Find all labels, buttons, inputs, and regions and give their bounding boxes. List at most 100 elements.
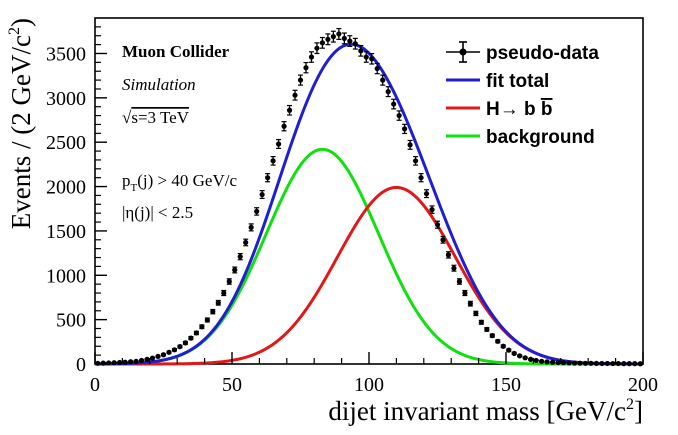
- data-marker: [166, 349, 172, 355]
- data-point: [385, 86, 391, 98]
- data-marker: [380, 77, 386, 83]
- data-point: [539, 358, 545, 364]
- data-marker: [577, 360, 583, 366]
- data-points: [95, 27, 643, 367]
- data-point: [297, 74, 304, 86]
- data-marker: [495, 338, 501, 344]
- data-point: [582, 360, 589, 366]
- legend-entry-fit-total: fit total: [446, 71, 549, 92]
- data-marker: [286, 107, 293, 113]
- data-point: [286, 104, 293, 116]
- data-point: [111, 360, 117, 366]
- data-marker: [297, 77, 304, 83]
- data-marker: [237, 254, 243, 260]
- data-point: [407, 139, 413, 150]
- data-marker: [610, 360, 616, 367]
- data-marker: [445, 252, 452, 258]
- data-marker: [204, 317, 210, 323]
- data-marker: [325, 36, 331, 42]
- data-point: [199, 324, 205, 330]
- legend-label-pseudo-data: pseudo-data: [486, 43, 599, 64]
- x-axis-title: dijet invariant mass [GeV/c2]: [328, 396, 643, 426]
- data-point: [511, 350, 517, 356]
- data-point: [352, 37, 358, 50]
- data-marker: [363, 54, 369, 60]
- data-point: [374, 62, 380, 75]
- data-marker: [155, 353, 161, 359]
- data-point: [358, 44, 364, 57]
- data-point: [232, 266, 238, 274]
- experiment-label: Muon Collider: [122, 42, 230, 61]
- data-point: [215, 299, 221, 306]
- legend-marker-point: [459, 48, 467, 56]
- data-point: [265, 173, 271, 183]
- data-point: [155, 353, 161, 359]
- eta-cut-label: |η(j)| < 2.5: [122, 203, 193, 222]
- data-marker: [215, 300, 221, 306]
- data-marker: [418, 175, 424, 181]
- data-point: [391, 98, 397, 110]
- y-tick-label: 3000: [46, 88, 86, 110]
- data-point: [341, 32, 347, 45]
- data-marker: [593, 360, 600, 366]
- data-marker: [522, 355, 528, 361]
- data-point: [500, 343, 506, 349]
- data-marker: [615, 360, 621, 367]
- data-marker: [544, 359, 550, 365]
- data-point: [363, 51, 369, 63]
- data-point: [100, 360, 106, 366]
- data-point: [166, 349, 172, 355]
- data-point: [566, 360, 572, 366]
- data-point: [402, 123, 408, 135]
- data-marker: [440, 237, 446, 243]
- y-axis-title: Events / (2 GeV/c2): [6, 18, 36, 229]
- data-marker: [281, 123, 287, 129]
- data-point: [122, 359, 128, 365]
- data-point: [347, 35, 353, 48]
- data-marker: [412, 158, 419, 164]
- data-marker: [347, 38, 353, 44]
- data-marker: [95, 360, 101, 366]
- legend-entry-signal: H→ b b: [446, 99, 553, 120]
- data-marker: [275, 141, 282, 147]
- data-marker: [128, 359, 134, 365]
- data-point: [626, 361, 632, 367]
- data-marker: [434, 222, 441, 228]
- data-marker: [396, 112, 402, 119]
- pt-cut-label: pT(j) > 40 GeV/c: [122, 171, 237, 194]
- data-point: [412, 155, 419, 166]
- x-tick-label: 0: [90, 374, 100, 396]
- data-marker: [171, 347, 178, 353]
- data-point: [182, 340, 189, 346]
- data-marker: [473, 310, 479, 317]
- plot-frame: [94, 17, 644, 365]
- data-point: [593, 360, 600, 366]
- data-point: [615, 360, 621, 367]
- data-point: [259, 190, 265, 200]
- data-marker: [149, 355, 156, 361]
- data-point: [226, 278, 232, 285]
- data-point: [610, 360, 616, 367]
- data-point: [637, 361, 643, 367]
- data-marker: [160, 352, 167, 358]
- data-point: [588, 360, 594, 366]
- data-point: [95, 360, 101, 366]
- data-point: [462, 289, 468, 297]
- data-marker: [604, 360, 610, 367]
- data-marker: [374, 65, 380, 72]
- data-marker: [632, 361, 638, 367]
- data-point: [314, 42, 320, 55]
- data-point: [210, 308, 216, 315]
- data-point: [243, 238, 249, 247]
- data-marker: [177, 344, 183, 350]
- data-marker: [549, 359, 556, 365]
- data-point: [571, 360, 578, 366]
- legend-label-background: background: [486, 127, 595, 148]
- data-point: [456, 278, 463, 285]
- data-point: [292, 89, 298, 101]
- data-marker: [429, 207, 435, 213]
- data-point: [275, 138, 282, 149]
- data-point: [473, 310, 479, 317]
- data-point: [544, 359, 550, 365]
